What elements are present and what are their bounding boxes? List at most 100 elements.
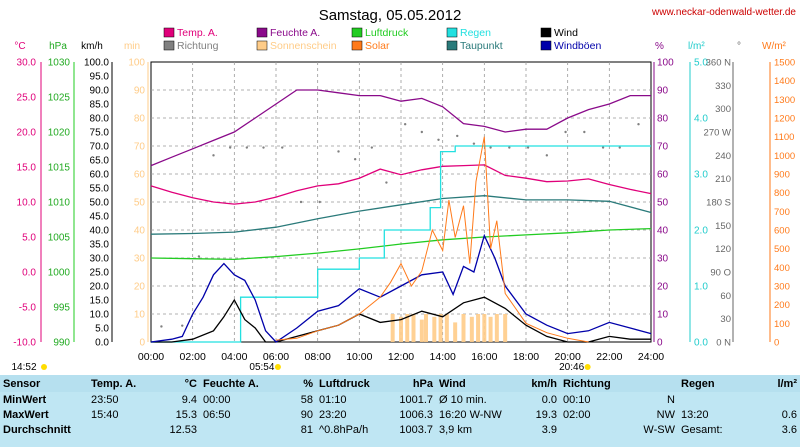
sun-tick-label: 100 [128, 58, 145, 69]
wind-tick-label: 35.0 [90, 240, 110, 251]
cell: W-SW [643, 423, 675, 436]
sunshine-bar [399, 316, 403, 342]
hdr-wind-unit: km/h [518, 375, 560, 392]
wind-tick-label: 50.0 [90, 198, 110, 209]
humidity-tick-label: 0 [657, 338, 663, 349]
sun-tick-label: 40 [134, 226, 146, 237]
wind-tick-label: 70.0 [90, 142, 110, 153]
sun-tick-label: 60 [134, 170, 146, 181]
direction-unit-label: ° [737, 41, 741, 52]
temp-tick-label: 25.0 [17, 93, 37, 104]
direction-point [228, 146, 232, 149]
cell: 12.53 [169, 423, 197, 436]
stats-row-min: MinWert 23:50 9.4 00:00 58 01:10 1001.7 … [0, 392, 800, 407]
sunshine-bar [390, 314, 395, 342]
direction-point [420, 130, 424, 134]
humidity-tick-label: 40 [657, 226, 669, 237]
solar-unit-label: W/m² [762, 41, 787, 52]
cell: 00:10 [563, 393, 591, 406]
direction-point [637, 123, 640, 126]
solar-tick-label: 700 [774, 207, 790, 218]
time-tick-label: 10:00 [346, 351, 372, 363]
cell: 1003.7 [399, 423, 433, 436]
sun-tick-label: 90 [134, 86, 146, 97]
temp-tick-label: 30.0 [17, 58, 37, 69]
hdr-humidity: Feuchte A. [200, 375, 270, 392]
humidity-tick-label: 80 [657, 114, 669, 125]
direction-point [601, 146, 605, 149]
direction-point [299, 200, 303, 204]
hdr-wind: Wind [436, 375, 518, 392]
chart-title: Samstag, 05.05.2012 [319, 7, 462, 24]
direction-point [245, 146, 249, 149]
wind-tick-label: 80.0 [90, 114, 110, 125]
direction-point [437, 138, 440, 141]
temp-tick-label: 10.0 [17, 198, 37, 209]
legend-label: Temp. A. [177, 27, 218, 39]
regen-series-line [151, 145, 651, 343]
wind-tick-label: 15.0 [90, 296, 110, 307]
cell [88, 422, 154, 437]
direction-tick-label: 60 [720, 291, 731, 302]
legend-label: Sonnenschein [270, 40, 337, 52]
humidity-tick-label: 10 [657, 310, 669, 321]
cell: ^0.8hPa/h [319, 423, 369, 436]
sun-tick-label: 20 [134, 282, 146, 293]
solar-tick-label: 0 [774, 338, 779, 349]
temp-unit-label: °C [14, 41, 25, 52]
direction-point [318, 200, 321, 204]
direction-tick-label: 90 O [710, 268, 731, 279]
temp-tick-label: 5.0 [22, 233, 36, 244]
direction-point [160, 325, 163, 328]
statistics-panel: Sensor Temp. A. °C Feuchte A. % Luftdruc… [0, 375, 800, 447]
site-link[interactable]: www.neckar-odenwald-wetter.de [651, 7, 796, 18]
sunshine-bar [469, 316, 474, 342]
sunshine-bar [461, 314, 466, 342]
cell: N [667, 393, 675, 406]
hdr-direction: Richtung [560, 375, 626, 392]
solar-tick-label: 900 [774, 170, 790, 181]
cell: 02:00 [563, 408, 591, 421]
direction-point [526, 146, 530, 149]
feuchte-a-series-line [150, 89, 651, 167]
legend-label: Luftdruck [365, 27, 409, 39]
hdr-pressure: Luftdruck [316, 375, 386, 392]
time-tick-label: 08:00 [305, 351, 331, 363]
sunshine-bar [424, 314, 428, 342]
time-tick-label: 02:00 [180, 351, 206, 363]
humidity-tick-label: 50 [657, 198, 669, 209]
solar-tick-label: 1500 [774, 58, 795, 69]
direction-point [456, 134, 459, 138]
sunshine-bar [432, 316, 437, 342]
hdr-temp: Temp. A. [88, 375, 154, 392]
direction-tick-label: 30 [720, 314, 731, 325]
direction-tick-label: 360 N [706, 58, 731, 69]
cell [560, 422, 626, 437]
legend-swatch [163, 40, 175, 51]
wind-tick-label: 20.0 [90, 282, 110, 293]
legend-swatch [540, 40, 552, 51]
sunshine-bar [488, 316, 493, 342]
temp-tick-label: -5.0 [19, 303, 37, 314]
direction-tick-label: 0 N [716, 338, 731, 349]
cell: 0.6 [781, 408, 797, 421]
direction-point [212, 154, 215, 157]
cell: 0.0 [541, 393, 557, 406]
direction-tick-label: 240 [715, 151, 731, 162]
sun-tick-label: 10 [134, 310, 146, 321]
time-tick-label: 12:00 [388, 351, 414, 363]
temp-tick-label: -10.0 [13, 338, 36, 349]
temp-a-series-line [150, 164, 652, 205]
wind-tick-label: 95.0 [90, 72, 110, 83]
cell: 15.3 [175, 408, 197, 421]
pressure-tick-label: 1030 [48, 58, 71, 69]
wind-tick-label: 5.0 [95, 324, 109, 335]
sunshine-bar [438, 314, 443, 342]
wind-tick-label: 100.0 [84, 58, 109, 69]
solar-series-line [275, 136, 589, 343]
sunshine-bar [405, 314, 410, 342]
sun-unit-label: min [124, 41, 140, 52]
cell: 15:40 [91, 408, 119, 421]
sun-tick-label: 0 [139, 338, 145, 349]
sun-tick-label: 30 [134, 254, 146, 265]
